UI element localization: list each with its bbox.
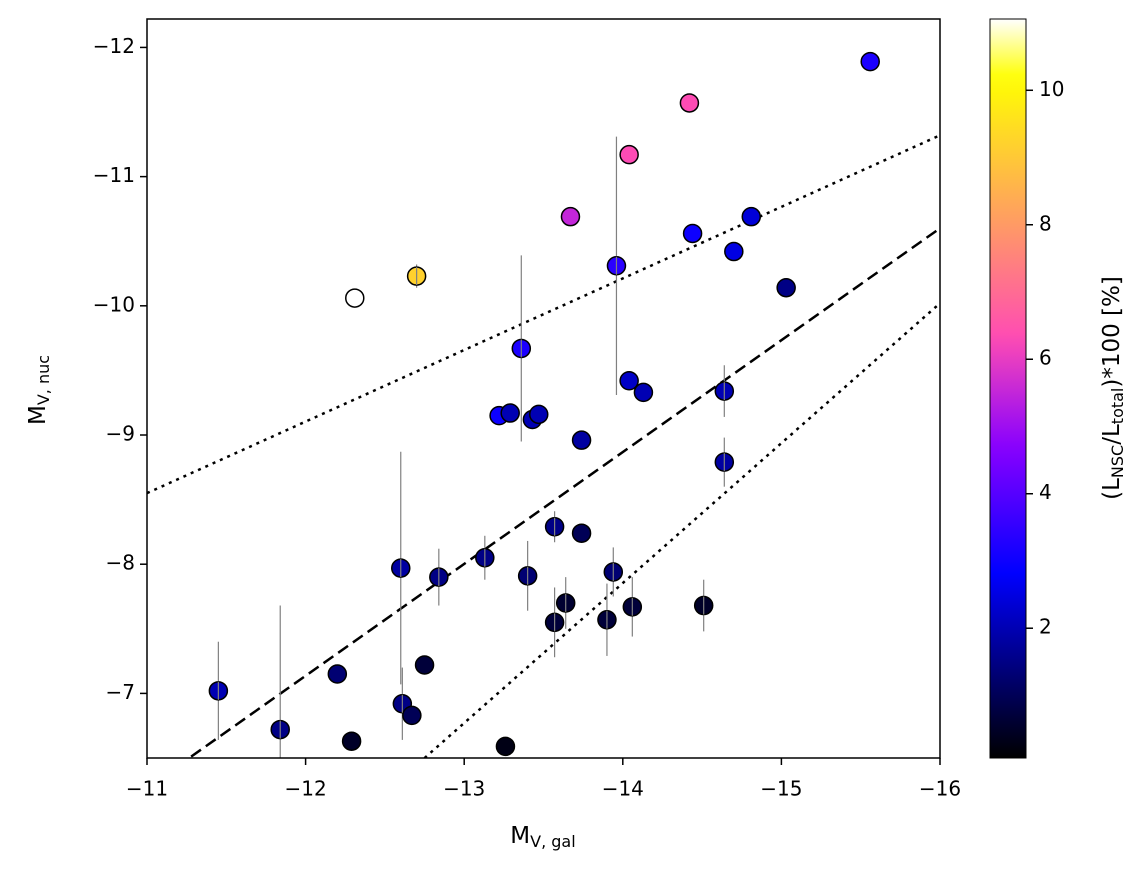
point bbox=[345, 288, 365, 308]
y-label-sub: V, nuc bbox=[34, 355, 53, 405]
point bbox=[860, 51, 880, 72]
point bbox=[619, 370, 639, 391]
colorbar-tick-label: 4 bbox=[1039, 480, 1052, 504]
point bbox=[500, 403, 520, 423]
point bbox=[776, 277, 796, 298]
y-tick-label: −11 bbox=[93, 163, 135, 187]
y-tick-label: −10 bbox=[93, 292, 135, 316]
point bbox=[682, 223, 703, 244]
point bbox=[414, 655, 435, 675]
plot-frame bbox=[146, 18, 941, 759]
point bbox=[724, 241, 744, 262]
x-label-sub: V, gal bbox=[530, 832, 576, 851]
x-tick-label: −13 bbox=[443, 777, 485, 801]
reference-line bbox=[147, 134, 940, 495]
plot-area bbox=[147, 51, 940, 758]
reference-line bbox=[423, 302, 940, 758]
colorbar-tick-label: 6 bbox=[1039, 346, 1052, 370]
cbar-label-part: /L bbox=[1099, 424, 1125, 445]
x-axis-label: MV, gal bbox=[510, 823, 575, 851]
x-tick-label: −15 bbox=[760, 777, 802, 801]
colorbar-label: (LNSC/Ltotal)*100 [%] bbox=[1099, 276, 1127, 500]
x-tick-label: −11 bbox=[126, 777, 168, 801]
cbar-label-part: (L bbox=[1099, 478, 1125, 500]
point bbox=[679, 93, 700, 113]
point bbox=[571, 430, 592, 450]
x-label-main: M bbox=[510, 823, 530, 849]
y-label-main: M bbox=[25, 405, 51, 425]
reference-line bbox=[186, 227, 940, 758]
colorbar-tick-label: 10 bbox=[1039, 77, 1064, 101]
point bbox=[619, 144, 639, 165]
point bbox=[402, 705, 422, 726]
y-tick-label: −9 bbox=[106, 422, 135, 446]
x-tick-label: −16 bbox=[919, 777, 961, 801]
y-tick-label: −12 bbox=[93, 34, 135, 58]
cbar-label-part: )*100 [%] bbox=[1099, 276, 1125, 388]
y-tick-label: −8 bbox=[106, 551, 135, 575]
point bbox=[528, 404, 549, 425]
point bbox=[741, 206, 762, 227]
point bbox=[341, 731, 362, 751]
colorbar-tick-label: 2 bbox=[1039, 615, 1052, 639]
colorbar bbox=[989, 18, 1027, 759]
point bbox=[571, 523, 592, 543]
point bbox=[560, 206, 581, 227]
point bbox=[327, 664, 348, 684]
x-tick-label: −14 bbox=[602, 777, 644, 801]
cbar-label-sub: NSC bbox=[1108, 445, 1127, 478]
y-tick-label: −7 bbox=[106, 680, 135, 704]
colorbar-tick-label: 8 bbox=[1039, 211, 1052, 235]
y-axis-label: MV, nuc bbox=[25, 355, 53, 425]
point bbox=[633, 382, 654, 403]
cbar-label-sub: total bbox=[1108, 388, 1127, 425]
point bbox=[495, 736, 516, 757]
x-tick-label: −12 bbox=[284, 777, 326, 801]
